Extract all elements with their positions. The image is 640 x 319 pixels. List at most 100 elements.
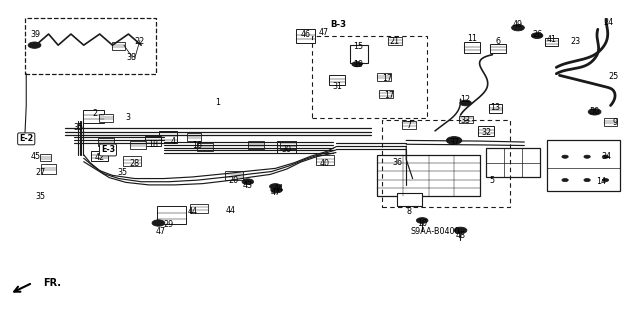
Bar: [380, 90, 394, 98]
Bar: [478, 126, 494, 136]
Bar: [157, 206, 186, 224]
Circle shape: [511, 25, 524, 31]
Bar: [130, 141, 146, 149]
Text: 15: 15: [353, 42, 364, 51]
Text: B-3: B-3: [330, 20, 346, 29]
Bar: [388, 37, 402, 45]
Text: 4: 4: [171, 137, 175, 146]
Text: 35: 35: [117, 168, 127, 177]
Text: 32: 32: [481, 128, 491, 137]
Circle shape: [584, 155, 590, 158]
Text: 26: 26: [532, 30, 542, 39]
Text: 41: 41: [546, 35, 556, 44]
Bar: [277, 141, 296, 153]
Bar: [350, 45, 368, 63]
Text: 20: 20: [228, 176, 239, 185]
Circle shape: [460, 100, 471, 106]
Circle shape: [28, 42, 41, 48]
Bar: [25, 18, 156, 74]
Bar: [145, 136, 161, 146]
Text: 23: 23: [570, 38, 580, 47]
Text: 24: 24: [604, 19, 614, 27]
Text: 35: 35: [35, 191, 45, 201]
Text: 31: 31: [332, 82, 342, 91]
Circle shape: [352, 62, 362, 67]
Bar: [40, 154, 51, 161]
Text: 27: 27: [35, 168, 45, 177]
Text: 8: 8: [407, 207, 412, 216]
Text: 21: 21: [390, 38, 400, 47]
Text: 49: 49: [513, 20, 523, 29]
Circle shape: [269, 184, 281, 189]
Text: 3: 3: [126, 113, 131, 122]
Text: 17: 17: [382, 74, 392, 83]
Text: 47: 47: [270, 188, 280, 197]
Bar: [486, 148, 540, 177]
Text: 45: 45: [31, 152, 41, 161]
Bar: [123, 156, 141, 166]
Circle shape: [454, 227, 467, 234]
Bar: [403, 121, 417, 129]
Text: 46: 46: [300, 30, 310, 39]
Bar: [248, 141, 264, 149]
Text: 48: 48: [456, 231, 465, 240]
Text: 38: 38: [127, 53, 136, 62]
Text: 9: 9: [612, 117, 618, 127]
Bar: [378, 155, 479, 196]
Text: 28: 28: [130, 159, 140, 168]
Bar: [490, 44, 506, 53]
Bar: [296, 29, 315, 43]
Bar: [316, 155, 334, 165]
Bar: [186, 133, 200, 141]
Bar: [197, 143, 213, 151]
Text: 30: 30: [282, 145, 292, 154]
Text: 11: 11: [467, 34, 477, 43]
Bar: [547, 140, 620, 191]
Text: 37: 37: [449, 137, 459, 146]
Text: 12: 12: [461, 95, 470, 104]
Bar: [489, 104, 502, 113]
Circle shape: [584, 179, 590, 182]
Text: 36: 36: [393, 158, 403, 167]
Text: FR.: FR.: [43, 278, 61, 288]
Text: 39: 39: [31, 30, 41, 39]
Circle shape: [417, 218, 428, 223]
Circle shape: [562, 155, 568, 158]
Bar: [382, 120, 509, 207]
Text: 17: 17: [385, 92, 395, 100]
Bar: [459, 115, 472, 123]
Text: 42: 42: [95, 153, 105, 162]
Text: 1: 1: [215, 98, 220, 107]
Bar: [83, 110, 104, 123]
Circle shape: [588, 109, 601, 115]
Bar: [280, 141, 296, 149]
Text: 2: 2: [93, 109, 98, 118]
Text: 47: 47: [318, 28, 328, 37]
Text: 14: 14: [596, 177, 606, 186]
Circle shape: [602, 155, 609, 158]
Bar: [41, 164, 56, 174]
Text: 44: 44: [188, 207, 197, 216]
Text: 16: 16: [192, 141, 202, 150]
Text: E-2: E-2: [19, 134, 33, 143]
Text: 5: 5: [490, 176, 495, 185]
Text: 34: 34: [601, 152, 611, 161]
Bar: [113, 42, 125, 50]
Bar: [312, 36, 428, 118]
Bar: [604, 118, 617, 126]
Text: 10: 10: [417, 219, 427, 228]
Text: 18: 18: [148, 140, 157, 149]
Text: S9AA-B0400: S9AA-B0400: [410, 227, 460, 236]
Bar: [98, 138, 114, 146]
Text: E-3: E-3: [101, 145, 115, 154]
Bar: [225, 171, 243, 180]
Text: 44: 44: [273, 184, 284, 193]
Circle shape: [271, 187, 282, 193]
Text: 13: 13: [491, 103, 500, 112]
Text: 33: 33: [461, 116, 470, 125]
Text: 47: 47: [156, 227, 165, 236]
Text: 25: 25: [609, 72, 619, 81]
Text: 6: 6: [495, 38, 500, 47]
Text: 19: 19: [353, 60, 364, 69]
Circle shape: [242, 179, 253, 185]
